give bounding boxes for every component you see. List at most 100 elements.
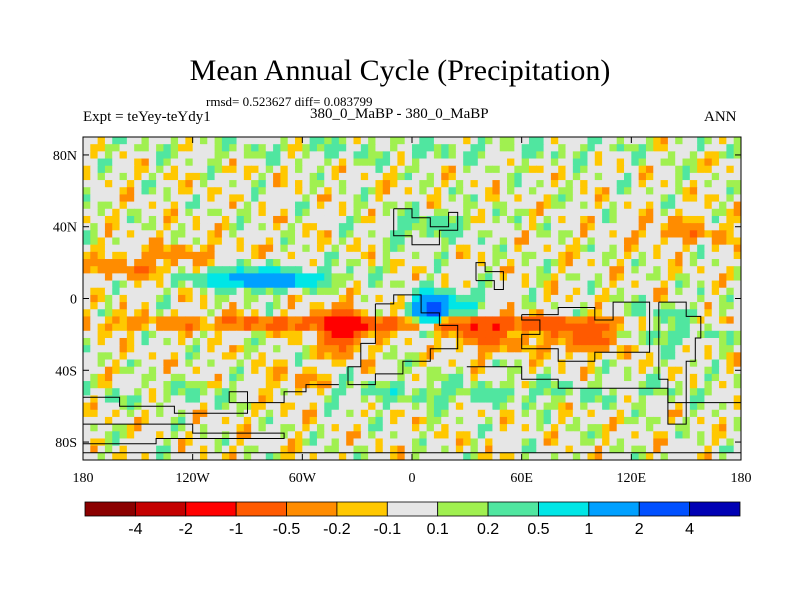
- field-cell: [441, 373, 450, 382]
- field-cell: [192, 309, 201, 318]
- field-cell: [97, 359, 106, 368]
- field-cell: [470, 280, 479, 289]
- field-cell: [733, 237, 741, 246]
- field-cell: [645, 287, 654, 296]
- field-cell: [528, 381, 537, 389]
- field-cell: [558, 330, 567, 339]
- field-cell: [178, 158, 186, 167]
- field-cell: [199, 237, 208, 246]
- field-cell: [178, 388, 186, 396]
- field-cell: [667, 416, 676, 425]
- field-cell: [704, 452, 713, 460]
- field-cell: [221, 223, 230, 231]
- field-cell: [404, 359, 413, 368]
- field-cell: [324, 259, 333, 267]
- colorbar: -4 -2 -1 -0.5 -0.2 -0.1 0.1 0.2 0.5 1 2 4: [84, 501, 741, 538]
- field-cell: [719, 366, 727, 375]
- field-cell: [463, 244, 472, 253]
- field-cell: [273, 323, 281, 332]
- field-cell: [404, 416, 413, 425]
- field-cell: [558, 273, 567, 282]
- field-cell: [265, 259, 274, 267]
- field-cell: [492, 316, 501, 325]
- field-cell: [148, 309, 157, 318]
- field-cell: [667, 244, 676, 253]
- field-cell: [470, 345, 479, 353]
- field-cell: [587, 294, 596, 303]
- field-cell: [368, 366, 377, 375]
- field-cell: [141, 251, 150, 260]
- field-cell: [558, 323, 567, 332]
- field-cell: [499, 215, 508, 224]
- field-cell: [112, 180, 121, 188]
- field-cell: [390, 244, 398, 253]
- field-cell: [119, 244, 128, 253]
- field-cell: [697, 144, 706, 152]
- field-cell: [719, 323, 727, 332]
- field-cell: [660, 201, 669, 210]
- field-cell: [309, 165, 318, 174]
- field-cell: [485, 244, 494, 253]
- field-cell: [470, 424, 479, 432]
- field-cell: [463, 180, 472, 188]
- field-cell: [543, 359, 552, 368]
- field-cell: [97, 316, 106, 325]
- field-cell: [448, 158, 457, 167]
- field-cell: [112, 172, 121, 181]
- field-cell: [528, 373, 537, 382]
- field-cell: [463, 323, 472, 332]
- field-cell: [265, 316, 274, 325]
- field-cell: [521, 352, 530, 361]
- field-cell: [719, 137, 727, 145]
- field-cell: [390, 359, 398, 368]
- field-cell: [550, 381, 559, 389]
- field-cell: [433, 266, 442, 274]
- field-cell: [302, 180, 311, 188]
- field-cell: [667, 424, 676, 432]
- field-cell: [631, 244, 640, 253]
- field-cell: [507, 395, 515, 404]
- field-cell: [624, 395, 632, 404]
- field-cell: [316, 180, 325, 188]
- field-cell: [463, 187, 472, 196]
- field-cell: [214, 424, 223, 432]
- field-cell: [199, 345, 208, 353]
- field-cell: [638, 137, 647, 145]
- field-cell: [141, 316, 150, 325]
- field-cell: [390, 395, 398, 404]
- field-cell: [295, 409, 303, 418]
- field-cell: [360, 373, 369, 382]
- field-cell: [682, 330, 691, 339]
- field-cell: [243, 237, 252, 246]
- field-cell: [689, 323, 698, 332]
- field-cell: [265, 251, 274, 260]
- field-cell: [616, 381, 625, 389]
- field-cell: [97, 337, 106, 346]
- field-cell: [236, 158, 245, 167]
- field-cell: [83, 330, 91, 339]
- field-cell: [624, 409, 632, 418]
- field-cell: [638, 416, 647, 425]
- field-cell: [236, 180, 245, 188]
- field-cell: [521, 438, 530, 447]
- field-cell: [375, 244, 384, 253]
- field-cell: [441, 144, 450, 152]
- field-cell: [163, 438, 172, 447]
- field-cell: [170, 445, 179, 454]
- field-cell: [631, 388, 640, 396]
- field-cell: [492, 287, 501, 296]
- field-cell: [302, 337, 311, 346]
- field-cell: [616, 223, 625, 231]
- field-cell: [360, 280, 369, 289]
- field-cell: [682, 158, 691, 167]
- field-cell: [331, 208, 340, 217]
- field-cell: [316, 359, 325, 368]
- field-cell: [638, 187, 647, 196]
- field-cell: [404, 445, 413, 454]
- field-cell: [726, 194, 735, 203]
- field-cell: [580, 180, 589, 188]
- field-cell: [353, 223, 362, 231]
- field-cell: [265, 438, 274, 447]
- field-cell: [119, 323, 128, 332]
- field-cell: [309, 416, 318, 425]
